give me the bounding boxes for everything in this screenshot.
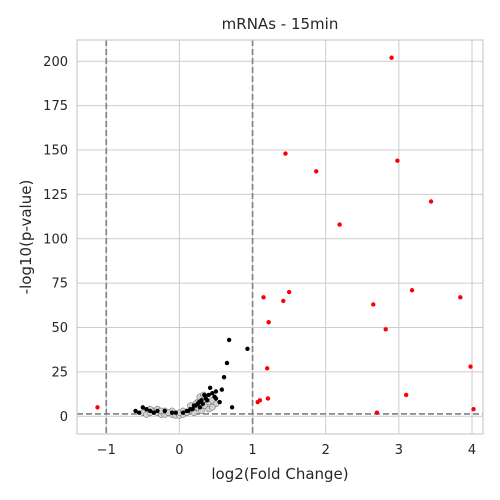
data-point-nonsignificant xyxy=(169,410,175,415)
data-point-significant xyxy=(471,406,476,412)
y-tick-label: 50 xyxy=(51,321,68,336)
data-point-significant xyxy=(409,288,415,293)
y-tick-label: 75 xyxy=(51,277,68,292)
data-point-nonsignificant xyxy=(224,360,230,366)
data-point-dense-cluster xyxy=(209,404,216,411)
data-point-significant xyxy=(428,199,434,204)
data-point-significant xyxy=(283,151,288,156)
data-point-significant xyxy=(389,55,394,60)
y-tick-label: 150 xyxy=(43,144,68,159)
data-point-nonsignificant xyxy=(200,401,206,407)
data-point-nonsignificant xyxy=(185,408,191,414)
data-point-significant xyxy=(395,158,400,163)
data-point-nonsignificant xyxy=(151,410,157,415)
x-tick-label: 3 xyxy=(395,443,403,458)
x-tick-label: 4 xyxy=(468,443,476,458)
data-point-nonsignificant xyxy=(147,408,153,414)
data-point-nonsignificant xyxy=(226,337,232,343)
grid xyxy=(77,40,483,434)
data-point-nonsignificant xyxy=(207,385,213,391)
data-point-nonsignificant xyxy=(136,410,142,415)
plot-frame xyxy=(76,39,484,435)
data-point-nonsignificant xyxy=(210,390,215,396)
data-point-nonsignificant xyxy=(217,399,222,405)
y-tick-label: 0 xyxy=(60,410,68,425)
data-point-significant xyxy=(266,319,271,325)
data-point-nonsignificant xyxy=(219,387,225,392)
x-tick-label: 1 xyxy=(248,443,256,458)
data-point-significant xyxy=(265,396,271,401)
data-point-nonsignificant xyxy=(212,394,217,399)
data-point-nonsignificant xyxy=(155,408,160,414)
data-point-nonsignificant xyxy=(221,375,227,380)
data-point-nonsignificant xyxy=(144,406,149,412)
data-point-nonsignificant xyxy=(229,405,235,410)
data-point-nonsignificant xyxy=(206,392,211,398)
x-tick-labels: −1 0 1 2 3 4 xyxy=(97,443,476,458)
data-point-nonsignificant xyxy=(140,405,146,410)
data-point-significant xyxy=(255,399,260,405)
data-point-nonsignificant xyxy=(162,408,167,414)
data-point-significant xyxy=(314,169,319,174)
data-point-significant xyxy=(261,295,266,300)
threshold-lines xyxy=(77,40,483,434)
data-point-nonsignificant xyxy=(133,408,138,414)
data-point-significant xyxy=(371,302,376,307)
data-point-significant xyxy=(403,392,409,398)
data-point-nonsignificant xyxy=(190,406,195,412)
y-tick-label: 175 xyxy=(43,99,68,114)
data-point-significant xyxy=(374,410,380,415)
y-tick-labels: 0 25 50 75 100 125 150 175 200 xyxy=(43,55,68,425)
data-point-nonsignificant xyxy=(173,410,178,415)
data-point-significant xyxy=(264,366,270,371)
data-points xyxy=(95,55,476,419)
data-point-significant xyxy=(383,327,388,332)
data-point-significant xyxy=(95,405,100,410)
y-tick-label: 25 xyxy=(51,365,68,380)
y-axis-label: -log10(p-value) xyxy=(17,180,35,295)
y-tick-label: 100 xyxy=(43,232,68,247)
x-tick-label: 2 xyxy=(322,443,330,458)
chart-title: mRNAs - 15min xyxy=(222,15,339,33)
x-tick-label: −1 xyxy=(97,443,116,458)
data-point-significant xyxy=(458,295,463,300)
data-point-significant xyxy=(337,222,342,227)
y-tick-label: 200 xyxy=(43,55,68,70)
data-point-nonsignificant xyxy=(245,346,250,352)
data-point-significant xyxy=(468,364,473,369)
data-point-nonsignificant xyxy=(197,405,203,410)
data-point-nonsignificant xyxy=(205,398,210,403)
data-point-nonsignificant xyxy=(202,392,207,398)
data-point-nonsignificant xyxy=(191,403,197,408)
data-point-nonsignificant xyxy=(213,389,219,394)
data-point-significant xyxy=(286,289,292,295)
y-tick-label: 125 xyxy=(43,188,68,203)
x-tick-label: 0 xyxy=(175,443,183,458)
data-point-significant xyxy=(281,298,286,304)
x-axis-label: log2(Fold Change) xyxy=(211,465,348,483)
data-point-nonsignificant xyxy=(180,410,186,415)
